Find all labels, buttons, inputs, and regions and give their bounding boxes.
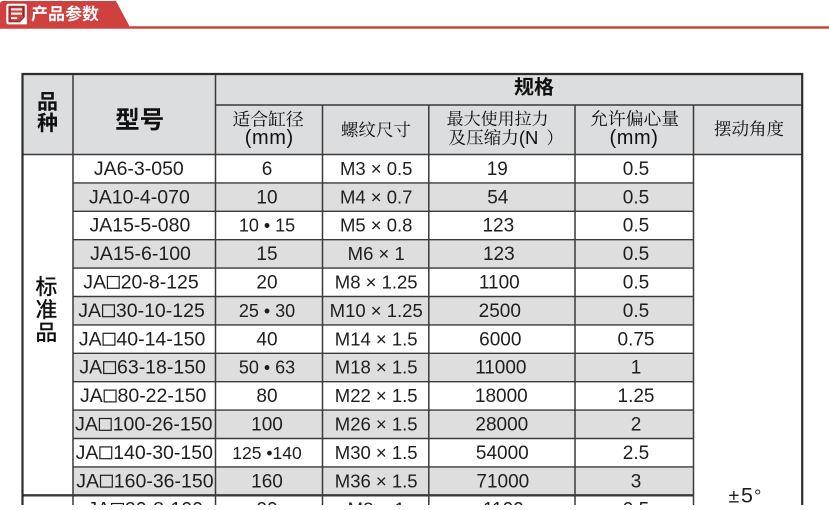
svg-text:100: 100	[251, 415, 283, 436]
svg-text:M36 × 1.5: M36 × 1.5	[335, 470, 418, 491]
svg-text:1.25: 1.25	[618, 386, 655, 407]
svg-text:0.75: 0.75	[618, 329, 655, 350]
svg-text:10 • 15: 10 • 15	[239, 216, 295, 236]
svg-text:71000: 71000	[476, 471, 529, 492]
svg-text:JA: JA	[87, 499, 110, 506]
svg-text:10: 10	[256, 187, 277, 208]
svg-text:JA: JA	[76, 442, 99, 464]
svg-text:M4 × 0.7: M4 × 0.7	[340, 186, 413, 207]
svg-text:19: 19	[487, 159, 508, 180]
svg-text:JA: JA	[80, 385, 103, 407]
svg-text:M8 × 1.25: M8 × 1.25	[335, 272, 418, 293]
svg-text:20: 20	[256, 500, 277, 506]
svg-text:0.5: 0.5	[623, 216, 649, 237]
svg-text:1100: 1100	[479, 273, 520, 294]
svg-text:63-18-150: 63-18-150	[117, 357, 206, 379]
svg-text:M8 × 1: M8 × 1	[348, 499, 405, 506]
svg-text:125 •140: 125 •140	[232, 443, 302, 463]
svg-text:JA15-6-100: JA15-6-100	[90, 243, 191, 265]
svg-text:5°: 5°	[741, 484, 761, 506]
svg-text:JA10-4-070: JA10-4-070	[89, 186, 190, 208]
svg-text:JA6-3-050: JA6-3-050	[94, 158, 184, 180]
svg-text:40-14-150: 40-14-150	[116, 328, 205, 350]
svg-text:M26 × 1.5: M26 × 1.5	[335, 414, 418, 435]
svg-text:M14 × 1.5: M14 × 1.5	[335, 328, 418, 349]
svg-text:6000: 6000	[479, 329, 521, 350]
svg-text:20: 20	[256, 273, 277, 294]
svg-text:(mm): (mm)	[609, 127, 658, 149]
svg-text:JA: JA	[75, 414, 98, 436]
svg-text:JA: JA	[79, 328, 102, 350]
svg-text:140-30-150: 140-30-150	[113, 442, 213, 464]
svg-text:123: 123	[483, 244, 515, 265]
svg-text:JA: JA	[79, 357, 102, 379]
svg-text:25 • 30: 25 • 30	[239, 301, 295, 321]
svg-text:15: 15	[256, 244, 277, 265]
svg-text:JA: JA	[83, 272, 106, 294]
svg-text:M18 × 1.5: M18 × 1.5	[335, 357, 418, 378]
svg-text:2: 2	[631, 415, 642, 436]
svg-text:123: 123	[482, 216, 514, 237]
svg-text:M30 × 1.5: M30 × 1.5	[335, 442, 418, 463]
svg-text:0.5: 0.5	[623, 244, 649, 265]
svg-text:40: 40	[256, 329, 277, 350]
svg-text:M22 × 1.5: M22 × 1.5	[335, 385, 418, 406]
svg-text:M6 × 1: M6 × 1	[348, 243, 405, 264]
svg-text:11000: 11000	[475, 358, 526, 379]
svg-text:0.5: 0.5	[623, 500, 649, 506]
svg-text:3: 3	[631, 471, 642, 492]
svg-text:50 • 63: 50 • 63	[239, 358, 295, 378]
svg-text:160-36-150: 160-36-150	[114, 470, 214, 492]
svg-text:0.5: 0.5	[623, 301, 649, 322]
svg-text:JA: JA	[78, 300, 101, 322]
svg-text:2500: 2500	[479, 301, 521, 322]
svg-text:20-8-100: 20-8-100	[125, 499, 203, 506]
svg-text:(N: (N	[519, 127, 539, 148]
svg-text:2.5: 2.5	[623, 443, 649, 464]
svg-text:28000: 28000	[475, 415, 528, 436]
svg-text:20-8-125: 20-8-125	[121, 272, 199, 294]
svg-text:80-22-150: 80-22-150	[118, 385, 207, 407]
svg-text:(mm): (mm)	[245, 127, 294, 149]
svg-text:0.5: 0.5	[623, 273, 649, 294]
svg-text:6: 6	[262, 159, 273, 180]
svg-text:0.5: 0.5	[623, 159, 649, 180]
svg-text:54: 54	[487, 187, 509, 208]
svg-text:54000: 54000	[476, 443, 529, 464]
svg-text:0.5: 0.5	[623, 187, 649, 208]
svg-text:M5 × 0.8: M5 × 0.8	[340, 215, 413, 236]
svg-text:80: 80	[256, 386, 277, 407]
svg-text:1: 1	[631, 358, 642, 379]
svg-text:±: ±	[729, 485, 740, 505]
svg-text:M3 × 0.5: M3 × 0.5	[340, 158, 413, 179]
svg-text:JA: JA	[76, 470, 99, 492]
svg-text:JA15-5-080: JA15-5-080	[89, 215, 190, 237]
svg-text:M10 × 1.25: M10 × 1.25	[330, 300, 423, 321]
svg-text:100-26-150: 100-26-150	[113, 414, 213, 436]
svg-text:1100: 1100	[483, 500, 524, 506]
svg-text:30-10-125: 30-10-125	[116, 300, 205, 322]
svg-text:18000: 18000	[475, 386, 528, 407]
svg-text:160: 160	[251, 471, 283, 492]
